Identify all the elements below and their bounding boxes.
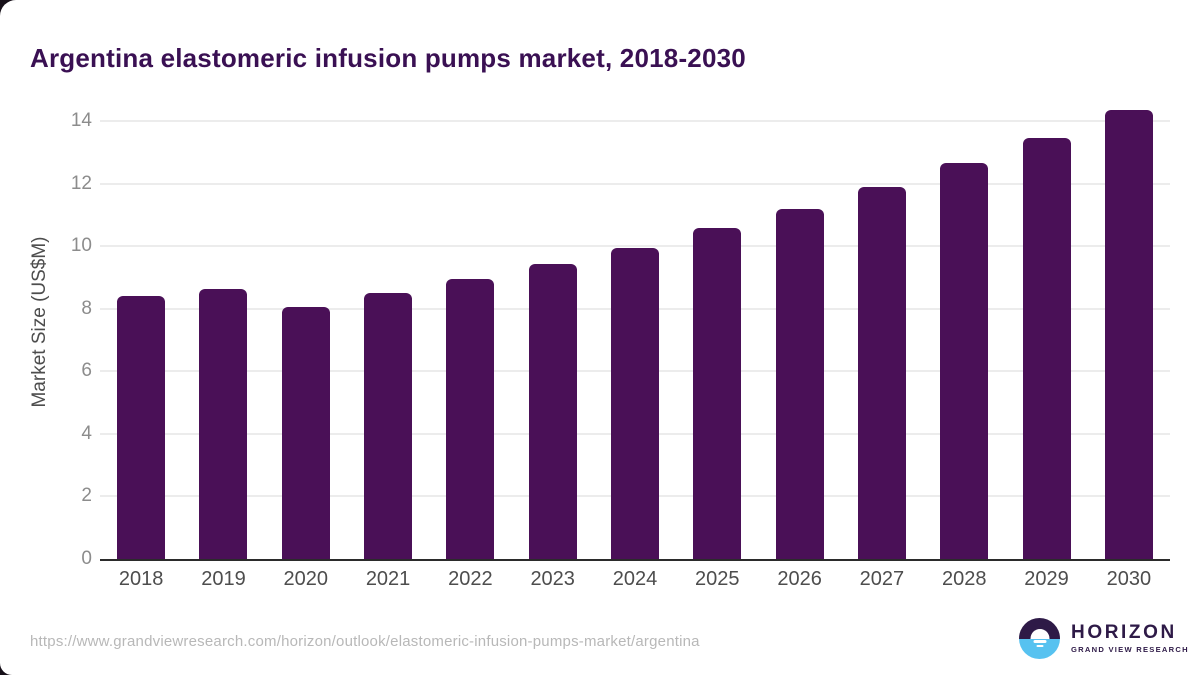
bar-2030[interactable]	[1104, 110, 1153, 559]
horizon-logo-icon	[1019, 618, 1060, 659]
bar-2025[interactable]	[693, 227, 742, 559]
gridline-10	[100, 245, 1170, 248]
x-tick-label-2026: 2026	[777, 568, 822, 590]
card-corner-decoration	[0, 0, 18, 18]
gridline-12	[100, 182, 1170, 185]
y-tick-label-12: 12	[70, 172, 92, 194]
logo-brand-text: HORIZON	[1071, 622, 1177, 643]
y-tick-label-4: 4	[81, 422, 92, 444]
bar-2027[interactable]	[857, 186, 906, 559]
x-tick-label-2018: 2018	[118, 568, 164, 590]
y-tick-label-6: 6	[81, 360, 92, 382]
bar-2021[interactable]	[364, 293, 413, 559]
y-axis-tick-labels: 0 2 4 6 8 10 12 14	[0, 90, 92, 569]
y-tick-label-14: 14	[70, 110, 92, 132]
gridline-14	[100, 120, 1170, 123]
x-tick-label-2021: 2021	[365, 568, 411, 590]
chart-title: Argentina elastomeric infusion pumps mar…	[30, 43, 746, 74]
x-tick-label-2027: 2027	[859, 568, 905, 590]
x-tick-label-2022: 2022	[448, 568, 493, 590]
bar-2029[interactable]	[1022, 138, 1071, 559]
bar-2020[interactable]	[281, 307, 330, 559]
x-tick-label-2029: 2029	[1024, 568, 1069, 590]
card-corner-decoration	[0, 661, 14, 675]
bar-2023[interactable]	[528, 263, 577, 559]
y-tick-label-10: 10	[70, 235, 92, 257]
y-tick-label-2: 2	[81, 485, 92, 507]
bar-chart-plot-area	[100, 90, 1170, 561]
bar-2018[interactable]	[117, 296, 166, 559]
x-tick-label-2023: 2023	[530, 568, 575, 590]
bar-2026[interactable]	[775, 208, 824, 559]
x-tick-label-2024: 2024	[612, 568, 658, 590]
x-tick-label-2030: 2030	[1106, 568, 1152, 590]
source-url: https://www.grandviewresearch.com/horizo…	[30, 633, 700, 650]
logo-sub-brand-text: GRAND VIEW RESEARCH	[1071, 645, 1189, 654]
horizon-logo: HORIZON GRAND VIEW RESEARCH	[1019, 618, 1189, 659]
bar-2028[interactable]	[940, 163, 989, 559]
y-tick-label-8: 8	[81, 297, 92, 319]
x-tick-label-2028: 2028	[941, 568, 987, 590]
bar-2022[interactable]	[446, 279, 495, 559]
x-tick-label-2025: 2025	[695, 568, 740, 590]
y-tick-label-0: 0	[81, 548, 92, 569]
bar-2019[interactable]	[199, 288, 248, 559]
x-axis-tick-labels: 2018 2019 2020 2021 2022 2023 2024 2025 2026 2027…	[100, 568, 1170, 594]
x-tick-label-2020: 2020	[283, 568, 329, 590]
x-tick-label-2019: 2019	[201, 568, 246, 590]
bar-2024[interactable]	[611, 247, 659, 559]
